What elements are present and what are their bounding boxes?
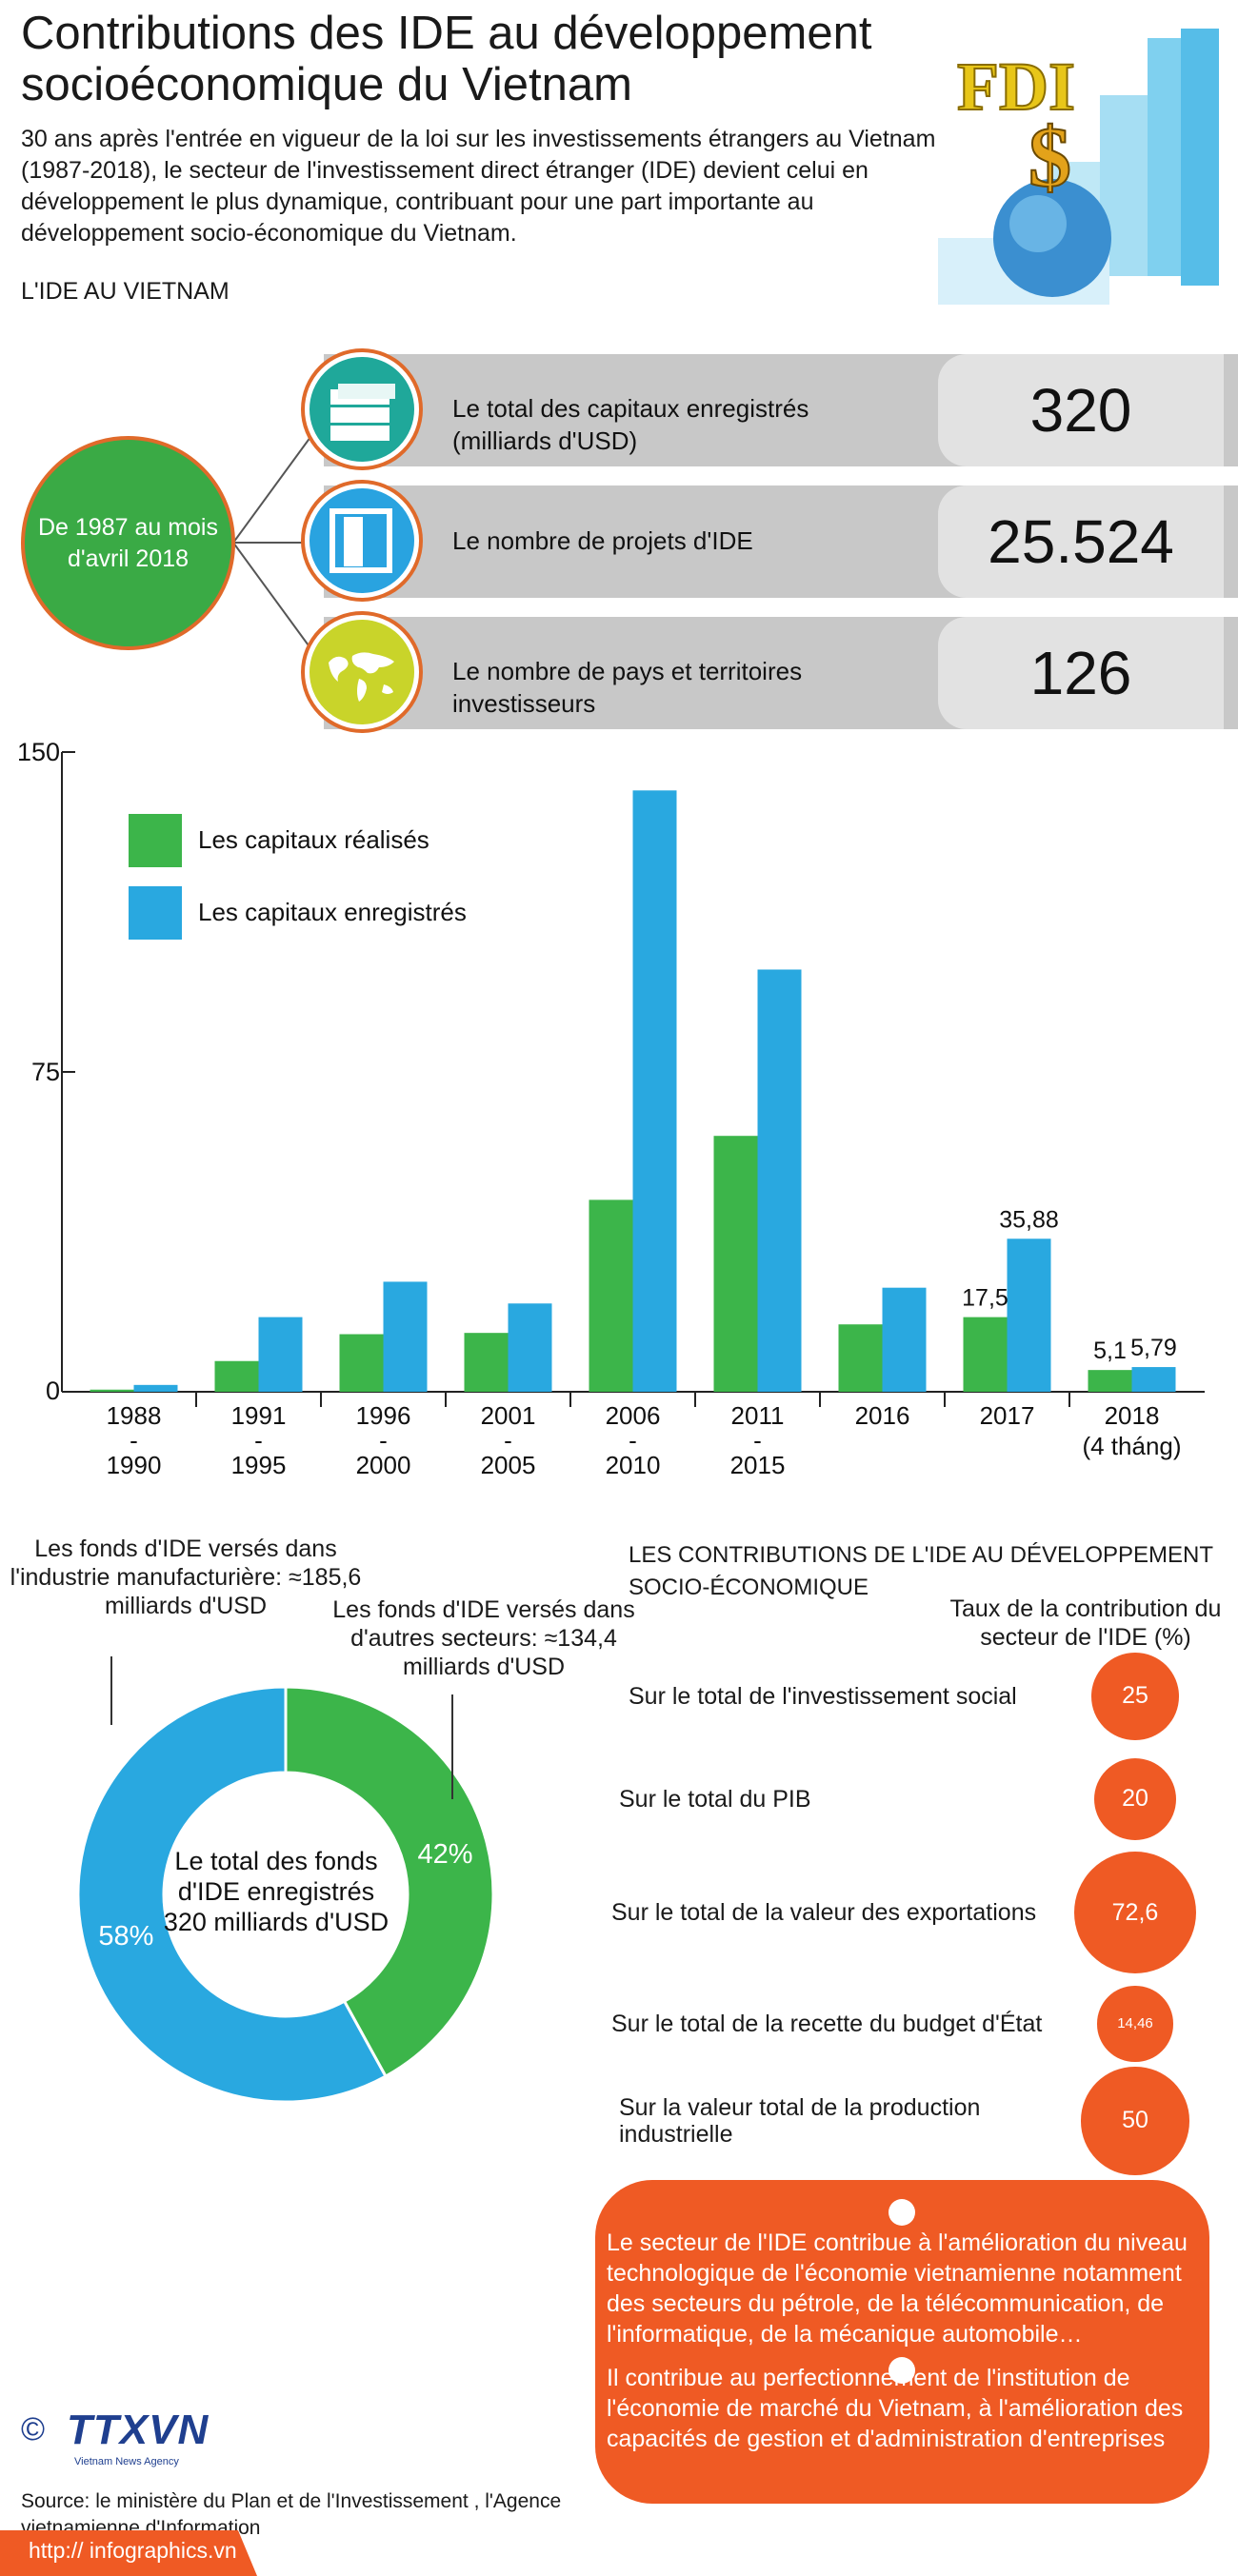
stat-value: 126 — [938, 617, 1224, 729]
period-label: De 1987 au mois d'avril 2018 — [37, 513, 218, 572]
slice-percent: 42% — [418, 1839, 473, 1870]
world-map-icon — [305, 615, 419, 729]
document-icon — [305, 484, 419, 598]
contribution-bubble: 25 — [1091, 1653, 1179, 1740]
legend-swatch — [129, 886, 182, 940]
x-tick-label: 2001 -2005 — [481, 1401, 536, 1479]
bar — [1007, 1238, 1051, 1392]
x-tick-label: 2018 (4 tháng) — [1082, 1401, 1181, 1460]
bar — [508, 1303, 552, 1392]
bullet-dot — [889, 2357, 915, 2384]
bar-chart: 0 75 150 1988 -1990 1991 -1995 1996 -2000 2001 -20… — [17, 738, 1205, 1479]
legend-label: Les capitaux enregistrés — [198, 898, 467, 926]
slice-percent: 58% — [98, 1921, 153, 1952]
fdi-logo-text: FDI — [957, 49, 1075, 125]
bar — [963, 1317, 1008, 1392]
bar — [258, 1317, 303, 1392]
note-1: Le secteur de l'IDE contribue à l'amélio… — [607, 2229, 1188, 2348]
section-heading: L'IDE AU VIETNAM — [21, 278, 230, 305]
y-tick-label: 0 — [46, 1377, 60, 1405]
contribution-label: Sur le total du PIB — [619, 1786, 811, 1813]
bullet-dot — [889, 2199, 915, 2226]
contribution-bubble: 20 — [1093, 1757, 1177, 1841]
stat-label: Le nombre de pays et territoires investi… — [452, 657, 803, 718]
contribution-bubble: 14,46 — [1097, 1986, 1173, 2062]
bar — [589, 1199, 633, 1392]
data-label: 5,1 — [1093, 1338, 1127, 1364]
donut-slice — [284, 1685, 495, 2079]
data-label: 35,88 — [999, 1206, 1059, 1233]
fdi-logo: FDI $ — [938, 29, 1219, 305]
agency-tagline: Vietnam News Agency — [74, 2456, 179, 2467]
contributions-subtitle: Taux de la contribution du secteur de l'… — [949, 1595, 1222, 1651]
legend-label: Les capitaux réalisés — [198, 825, 429, 854]
money-icon — [305, 352, 419, 466]
contribution-bubble: 72,6 — [1074, 1852, 1196, 1973]
contribution-bubble: 50 — [1081, 2067, 1189, 2175]
legend-swatch — [129, 814, 182, 867]
contribution-label: Sur le total de la valeur des exportatio… — [611, 1899, 1037, 1926]
x-tick-label: 2011 -2015 — [730, 1401, 786, 1479]
notes-box: Le secteur de l'IDE contribue à l'amélio… — [595, 2180, 1209, 2504]
x-tick-label: 2017 — [980, 1401, 1035, 1430]
bar — [838, 1324, 883, 1392]
bar — [1131, 1367, 1176, 1392]
contribution-label: Sur le total de l'investissement social — [629, 1683, 1017, 1710]
bar — [632, 790, 677, 1392]
dollar-icon: $ — [1028, 110, 1071, 205]
slice-label-manufacturing: Les fonds d'IDE versés dans l'industrie … — [10, 1536, 362, 1619]
bar — [133, 1384, 178, 1392]
note-2: Il contribue au perfectionnement de l'in… — [607, 2365, 1184, 2452]
stat-value: 320 — [938, 354, 1224, 466]
x-tick-label: 1996 -2000 — [356, 1401, 411, 1479]
copyright-icon: © — [21, 2411, 46, 2447]
contributions-title: LES CONTRIBUTIONS DE L'IDE AU DÉVELOPPEM… — [629, 1542, 1213, 1600]
donut-center-label: Le total des fonds d'IDE enregistrés 320 m… — [164, 1847, 389, 1936]
donut-chart: 58% 42% Le total des fonds d'IDE enregistré… — [76, 1656, 495, 2104]
agency-logo: TTXVN — [67, 2407, 210, 2453]
url-bar — [0, 2530, 257, 2576]
x-tick-label: 1991 -1995 — [231, 1401, 287, 1479]
stat-label: Le total des capitaux enregistrés (milli… — [452, 394, 809, 455]
stat-value: 25.524 — [938, 485, 1224, 598]
bar — [882, 1287, 927, 1392]
bar — [90, 1389, 134, 1392]
bar — [383, 1281, 428, 1392]
intro-text: 30 ans après l'entrée en vigueur de la l… — [21, 126, 936, 247]
bar — [464, 1333, 509, 1392]
data-label: 17,5 — [962, 1285, 1008, 1312]
bar — [214, 1360, 259, 1392]
bar — [757, 969, 802, 1392]
bar — [339, 1334, 384, 1392]
data-label: 5,79 — [1130, 1335, 1177, 1361]
x-tick-label: 1988 -1990 — [107, 1401, 162, 1479]
stat-label: Le nombre de projets d'IDE — [452, 526, 753, 555]
page-title: Contributions des IDE au développement s… — [21, 8, 872, 110]
x-tick-label: 2006 -2010 — [606, 1401, 661, 1479]
contribution-label: Sur la valeur total de la production ind… — [619, 2094, 981, 2148]
slice-label-other: Les fonds d'IDE versés dans d'autres sec… — [332, 1596, 635, 1680]
period-circle: De 1987 au mois d'avril 2018 — [21, 436, 235, 650]
contribution-label: Sur le total de la recette du budget d'É… — [611, 2011, 1043, 2037]
site-url[interactable]: http:// infographics.vn — [29, 2538, 237, 2563]
bar — [713, 1136, 758, 1392]
donut-slice — [76, 1685, 389, 2104]
x-tick-label: 2016 — [855, 1401, 910, 1430]
y-tick-label: 75 — [31, 1058, 60, 1086]
bar — [1088, 1370, 1132, 1392]
y-tick-label: 150 — [17, 738, 60, 766]
